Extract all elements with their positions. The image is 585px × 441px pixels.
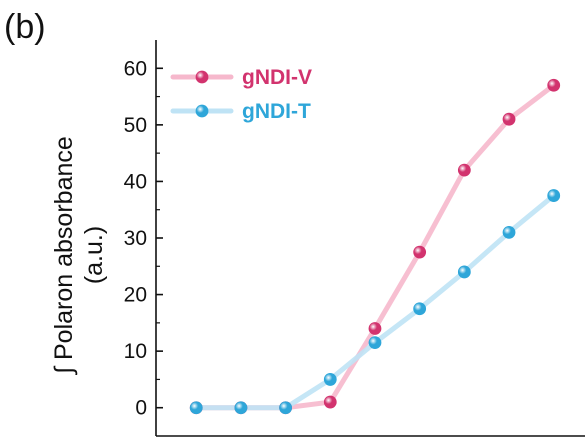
- y-tick-label-0: 0: [135, 397, 147, 420]
- y-tick-label-60: 60: [124, 57, 147, 80]
- legend: gNDI-V gNDI-T: [170, 66, 312, 123]
- y-axis-label-line-1: ∫ Polaron absorbance: [50, 136, 78, 376]
- data-point-gndi-t-8: [502, 225, 516, 239]
- y-tick-label-40: 40: [124, 170, 147, 193]
- data-point-gndi-t-6: [413, 302, 427, 316]
- data-point-gndi-t-3: [279, 401, 292, 415]
- series-layer: [189, 78, 561, 415]
- y-tick-label-50: 50: [124, 114, 147, 137]
- y-tick-label-10: 10: [124, 340, 147, 363]
- y-tick-label-20: 20: [124, 284, 147, 307]
- data-point-gndi-t-2: [234, 401, 248, 415]
- y-tick-label-30: 30: [124, 227, 147, 250]
- data-point-gndi-v-4: [323, 395, 337, 409]
- data-point-gndi-v-8: [502, 112, 516, 126]
- data-point-gndi-t-1: [189, 401, 203, 415]
- data-point-gndi-t-4: [323, 373, 337, 386]
- data-point-gndi-v-9: [547, 78, 561, 92]
- data-point-gndi-t-7: [457, 265, 471, 279]
- y-axis-label-line-2: (a.u.): [80, 226, 108, 284]
- y-axis-label: ∫ Polaron absorbance (a.u.): [50, 136, 108, 376]
- data-point-gndi-v-5: [368, 322, 382, 335]
- data-point-gndi-t-5: [368, 336, 382, 350]
- series-line-gndi-v: [193, 82, 557, 411]
- legend-label-gndi-v: gNDI-V: [242, 66, 312, 89]
- data-point-gndi-t-9: [547, 189, 561, 202]
- legend-marker-gndi-t: [195, 104, 209, 118]
- data-point-gndi-v-6: [413, 245, 427, 259]
- legend-marker-gndi-v: [195, 70, 209, 84]
- data-point-gndi-v-7: [457, 163, 471, 177]
- axes: 0 10 20 30 40 50 60: [124, 40, 585, 437]
- legend-label-gndi-t: gNDI-T: [242, 100, 311, 123]
- series-line-gndi-t: [193, 193, 557, 411]
- panel-label: (b): [4, 8, 46, 46]
